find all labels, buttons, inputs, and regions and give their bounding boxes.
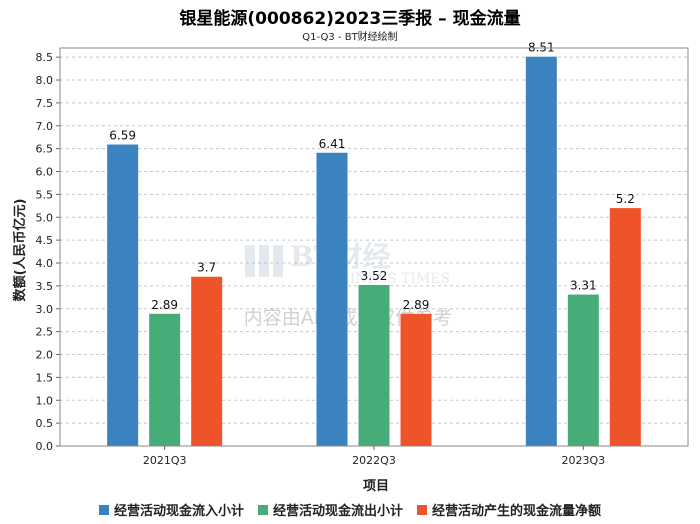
bar [191,276,223,446]
y-tick-label: 4.5 [36,234,54,247]
watermark-logo-block [259,245,269,277]
y-tick-label: 8.5 [36,51,54,64]
bar [149,313,181,446]
bar-chart: BT财经 BUSINESS TIMES 内容由AI生成，仅供参考 6.59 2.8… [12,41,689,494]
x-axis-label: 项目 [363,479,389,494]
y-tick-label: 3.5 [36,280,54,293]
y-tick-label: 5.0 [36,211,54,224]
legend-swatch [98,504,109,515]
data-label: 2.89 [403,298,430,312]
data-label: 3.7 [197,261,216,275]
bar [358,284,390,446]
bar [316,152,348,446]
y-tick-label: 7.5 [36,97,54,110]
y-tick-label: 6.0 [36,166,54,179]
data-label: 6.59 [109,129,136,143]
x-tick-label: 2023Q3 [562,454,606,467]
chart-subtitle: Q1-Q3 - BT财经绘制 [302,32,398,43]
bar [107,144,139,447]
legend-item: 经营活动现金流出小计 [257,500,403,519]
y-tick-label: 2.5 [36,326,54,339]
y-tick-label: 2.0 [36,349,54,362]
y-tick-label: 5.5 [36,188,54,201]
data-label: 2.89 [151,298,178,312]
legend-item: 经营活动产生的现金流量净额 [417,500,601,519]
bar [525,56,557,446]
data-label: 5.2 [616,192,635,206]
chart-title: 银星能源(000862)2023三季报 – 现金流量 [179,9,521,29]
axes: 0.0 0.5 1.0 1.5 2.0 2.5 3.0 3.5 4.0 4.5 5.0 5.5 6.0 6… [36,47,689,467]
y-tick-label: 1.0 [36,394,54,407]
y-tick-label: 8.0 [36,74,54,87]
y-tick-label: 0.0 [36,440,54,453]
legend-label: 经营活动产生的现金流量净额 [432,504,602,519]
legend-item: 经营活动现金流入小计 [98,500,244,519]
watermark-logo-block [273,245,283,277]
bars: 6.592.893.76.413.522.898.513.315.2 [107,41,641,447]
bar [400,313,432,446]
y-axis-label: 数额(人民币亿元) [12,199,28,302]
watermark-logo-block [245,245,255,277]
legend-swatch [257,504,268,515]
legend-swatch [417,504,427,515]
watermark-brand-en: BUSINESS TIMES [318,271,450,287]
x-tick-label: 2022Q3 [352,454,396,467]
watermark: BT财经 BUSINESS TIMES [245,240,450,287]
y-tick-label: 7.0 [36,120,54,133]
legend-label: 经营活动现金流出小计 [272,504,403,519]
y-tick-label: 3.0 [36,303,54,316]
data-label: 3.52 [361,269,388,283]
y-tick-label: 0.5 [36,417,54,430]
bar [609,208,641,446]
legend-label: 经营活动现金流入小计 [113,504,244,519]
data-label: 3.31 [570,279,597,293]
legend: 经营活动现金流入小计 经营活动现金流出小计 经营活动产生的现金流量净额 [0,500,700,519]
y-tick-label: 1.5 [36,371,54,384]
watermark-notice: 内容由AI生成，仅供参考 [244,307,453,329]
x-tick-label: 2021Q3 [143,454,187,467]
bar [567,294,599,446]
data-label: 6.41 [319,137,346,151]
y-tick-label: 4.0 [36,257,54,270]
y-tick-label: 6.5 [36,143,54,156]
